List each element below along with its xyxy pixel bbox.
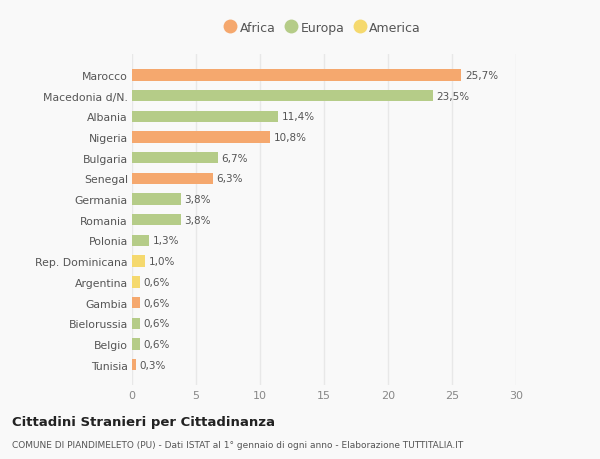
Bar	[132, 215, 181, 226]
Text: Cittadini Stranieri per Cittadinanza: Cittadini Stranieri per Cittadinanza	[12, 415, 275, 428]
Text: 6,3%: 6,3%	[217, 174, 243, 184]
Text: 3,8%: 3,8%	[184, 215, 211, 225]
Bar	[132, 277, 140, 288]
Bar	[132, 359, 136, 370]
Text: 0,6%: 0,6%	[143, 339, 170, 349]
Text: 3,8%: 3,8%	[184, 195, 211, 205]
Text: 0,6%: 0,6%	[143, 277, 170, 287]
Text: COMUNE DI PIANDIMELETO (PU) - Dati ISTAT al 1° gennaio di ogni anno - Elaborazio: COMUNE DI PIANDIMELETO (PU) - Dati ISTAT…	[12, 440, 463, 449]
Bar	[132, 174, 212, 185]
Text: 1,3%: 1,3%	[152, 236, 179, 246]
Text: 25,7%: 25,7%	[465, 71, 498, 81]
Text: 10,8%: 10,8%	[274, 133, 307, 143]
Text: 0,3%: 0,3%	[140, 360, 166, 370]
Bar	[132, 91, 433, 102]
Legend: Africa, Europa, America: Africa, Europa, America	[227, 22, 421, 34]
Text: 0,6%: 0,6%	[143, 298, 170, 308]
Text: 1,0%: 1,0%	[149, 257, 175, 267]
Bar	[132, 235, 149, 246]
Bar	[132, 256, 145, 267]
Bar	[132, 318, 140, 329]
Bar	[132, 194, 181, 205]
Text: 6,7%: 6,7%	[221, 153, 248, 163]
Bar	[132, 339, 140, 350]
Bar	[132, 112, 278, 123]
Text: 23,5%: 23,5%	[437, 91, 470, 101]
Bar	[132, 132, 270, 143]
Text: 11,4%: 11,4%	[282, 112, 315, 122]
Text: 0,6%: 0,6%	[143, 319, 170, 329]
Bar	[132, 153, 218, 164]
Bar	[132, 297, 140, 308]
Bar	[132, 70, 461, 81]
